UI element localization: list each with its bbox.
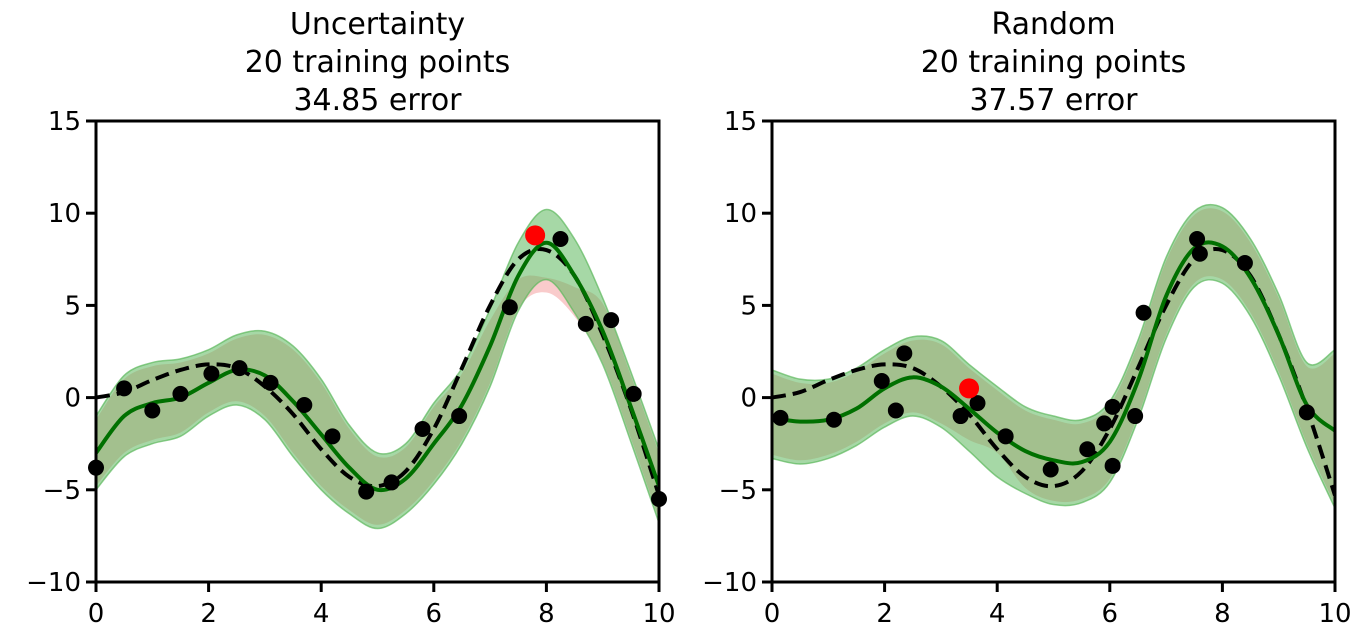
uncertainty-training-point xyxy=(144,402,161,419)
random-axes-frame xyxy=(770,119,1337,584)
uncertainty-training-point xyxy=(383,474,400,491)
uncertainty-training-point xyxy=(603,312,620,329)
random-x-tick-label: 8 xyxy=(1214,599,1231,629)
uncertainty-training-point xyxy=(324,428,341,445)
uncertainty-x-tick-label: 4 xyxy=(313,599,330,629)
random-title-line: Random xyxy=(991,7,1115,42)
random-training-point xyxy=(1191,245,1208,262)
random-training-point xyxy=(772,409,789,426)
random-training-point xyxy=(896,345,913,362)
random-training-point xyxy=(997,428,1014,445)
random-y-tick-label: 5 xyxy=(740,291,757,321)
random-training-point xyxy=(873,373,890,390)
uncertainty-mean-prediction-line xyxy=(96,240,659,493)
random-training-point xyxy=(887,402,904,419)
uncertainty-y-tick-label: 0 xyxy=(64,384,81,414)
uncertainty-selected-point xyxy=(525,225,546,246)
uncertainty-training-point xyxy=(203,365,220,382)
uncertainty-x-tick-label: 0 xyxy=(88,599,105,629)
uncertainty-title-line: 34.85 error xyxy=(293,83,462,118)
random-y-tick-label: −10 xyxy=(702,568,757,598)
random-training-point xyxy=(1127,408,1144,425)
uncertainty-training-point xyxy=(358,483,375,500)
random-training-point xyxy=(825,411,842,428)
uncertainty-y-tick-label: −5 xyxy=(43,476,81,506)
uncertainty-training-point xyxy=(451,408,468,425)
random-selected-point xyxy=(959,378,980,399)
random-training-point xyxy=(969,395,986,412)
uncertainty-x-tick-label: 8 xyxy=(538,599,555,629)
random-x-tick-label: 0 xyxy=(764,599,781,629)
uncertainty-plot-area xyxy=(96,208,659,530)
random-y-tick-label: −5 xyxy=(719,476,757,506)
random-training-point xyxy=(1104,398,1121,415)
uncertainty-x-tick-label: 2 xyxy=(200,599,217,629)
uncertainty-title-line: Uncertainty xyxy=(290,7,465,42)
random-training-point xyxy=(1079,441,1096,458)
random-title-line: 20 training points xyxy=(921,45,1187,80)
uncertainty-training-point xyxy=(172,385,189,402)
uncertainty-axes-frame xyxy=(94,119,661,584)
uncertainty-title-line: 20 training points xyxy=(245,45,511,80)
random-x-tick-label: 4 xyxy=(989,599,1006,629)
random-training-point xyxy=(1236,254,1253,271)
random-training-point xyxy=(1189,231,1206,248)
random-training-point xyxy=(1298,404,1315,421)
random-training-point xyxy=(952,408,969,425)
random-training-point xyxy=(1042,461,1059,478)
random-training-point xyxy=(1104,457,1121,474)
uncertainty-y-tick-label: 10 xyxy=(48,199,81,229)
random-y-tick-label: 10 xyxy=(724,199,757,229)
random-y-tick-label: 0 xyxy=(740,384,757,414)
uncertainty-training-point xyxy=(296,396,313,413)
uncertainty-training-point xyxy=(262,374,279,391)
uncertainty-y-tick-label: 5 xyxy=(64,291,81,321)
uncertainty-training-point xyxy=(625,385,642,402)
uncertainty-training-point xyxy=(414,420,431,437)
uncertainty-training-point xyxy=(577,315,594,332)
random-x-tick-label: 6 xyxy=(1102,599,1119,629)
uncertainty-training-point xyxy=(552,231,569,248)
random-title-line: 37.57 error xyxy=(969,83,1138,118)
uncertainty-training-point xyxy=(231,360,248,377)
uncertainty-y-tick-label: 15 xyxy=(48,107,81,137)
uncertainty-training-point xyxy=(116,380,133,397)
random-training-point xyxy=(1135,304,1152,321)
uncertainty-x-tick-label: 10 xyxy=(642,599,675,629)
random-y-tick-label: 15 xyxy=(724,107,757,137)
uncertainty-training-point xyxy=(501,299,518,316)
random-x-tick-label: 2 xyxy=(876,599,893,629)
uncertainty-green-uncertainty-band xyxy=(96,208,659,530)
uncertainty-x-tick-label: 6 xyxy=(426,599,443,629)
uncertainty-y-tick-label: −10 xyxy=(26,568,81,598)
random-x-tick-label: 10 xyxy=(1318,599,1351,629)
random-training-point xyxy=(1096,415,1113,432)
